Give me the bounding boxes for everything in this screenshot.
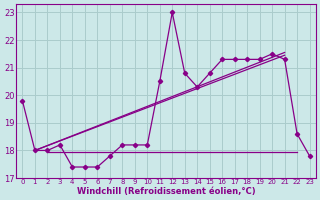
X-axis label: Windchill (Refroidissement éolien,°C): Windchill (Refroidissement éolien,°C): [77, 187, 255, 196]
